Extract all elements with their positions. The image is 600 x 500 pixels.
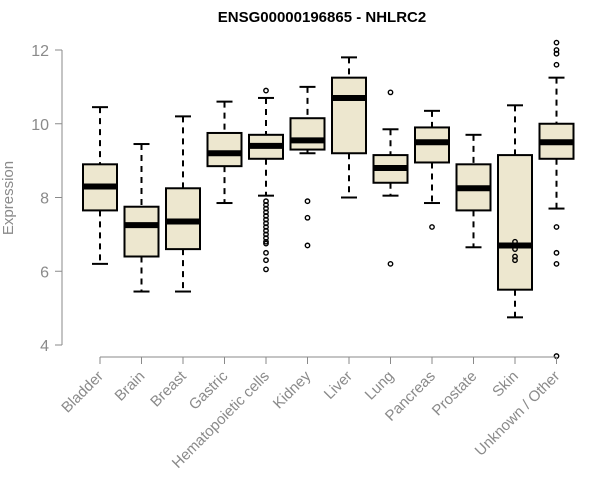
iqr-box: [206, 131, 243, 168]
x-tick-label: Brain: [112, 368, 149, 405]
outlier-point: [304, 198, 311, 205]
y-tick-label: 4: [40, 338, 49, 355]
box-group: [289, 85, 326, 249]
chart-title: ENSG00000196865 - NHLRC2: [218, 9, 426, 26]
outlier-point: [304, 214, 311, 221]
outlier-point: [512, 257, 518, 264]
outlier-point: [512, 238, 518, 245]
iqr-box: [497, 154, 533, 291]
x-tick-label: Kidney: [270, 367, 315, 412]
outlier-point: [553, 224, 560, 230]
x-tick-label: Prostate: [429, 368, 481, 420]
box-group: [455, 133, 492, 249]
iqr-box: [123, 205, 160, 258]
outlier-point: [263, 266, 269, 273]
iqr-box: [289, 117, 326, 151]
box-group: [497, 104, 533, 319]
outlier-point: [263, 249, 269, 256]
y-tick-label: 6: [40, 264, 49, 281]
outlier-point: [553, 39, 560, 46]
y-axis: 4 6 8 10 12: [31, 43, 63, 355]
y-tick-label: 8: [40, 191, 49, 208]
outlier-point: [263, 257, 269, 264]
outlier-point: [263, 240, 269, 247]
box-group: [206, 100, 243, 205]
box-group: [248, 87, 284, 273]
outlier-point: [512, 242, 518, 249]
outlier-point: [263, 216, 269, 223]
outlier-point: [304, 242, 311, 249]
outlier-point: [263, 205, 269, 212]
outlier-point: [387, 89, 394, 96]
box-group: [82, 106, 118, 265]
outlier-point: [263, 87, 269, 94]
x-tick-label: Liver: [321, 368, 356, 403]
x-tick-label: Skin: [489, 368, 522, 401]
outlier-point: [263, 220, 269, 227]
outlier-point: [263, 231, 269, 238]
outlier-point: [263, 209, 269, 216]
box-group: [414, 109, 450, 230]
box-group: [372, 89, 409, 267]
outlier-point: [553, 260, 560, 267]
y-tick-label: 12: [31, 43, 49, 60]
outlier-point: [263, 235, 269, 241]
outlier-point: [512, 253, 518, 260]
outlier-point: [263, 213, 269, 219]
outlier-point: [553, 61, 560, 68]
iqr-box: [331, 76, 367, 155]
outlier-point: [553, 47, 560, 53]
box-group: [123, 143, 160, 293]
outlier-point: [263, 198, 269, 205]
outlier-point: [553, 50, 560, 57]
y-tick-label: 10: [31, 117, 49, 134]
outlier-point: [387, 260, 394, 267]
box-group: [331, 56, 367, 199]
x-tick-label: Lung: [362, 368, 398, 404]
outlier-point: [429, 224, 435, 230]
box-group: [538, 39, 575, 359]
x-tick-label: Bladder: [58, 368, 107, 417]
x-tick-label: Breast: [147, 367, 190, 410]
box-series: [82, 39, 575, 359]
outlier-point: [263, 201, 269, 208]
outlier-point: [263, 227, 269, 234]
outlier-point: [553, 249, 560, 256]
y-axis-label: Expression: [0, 161, 17, 235]
box-group: [165, 115, 201, 293]
outlier-point: [512, 246, 518, 253]
outlier-point: [263, 224, 269, 230]
